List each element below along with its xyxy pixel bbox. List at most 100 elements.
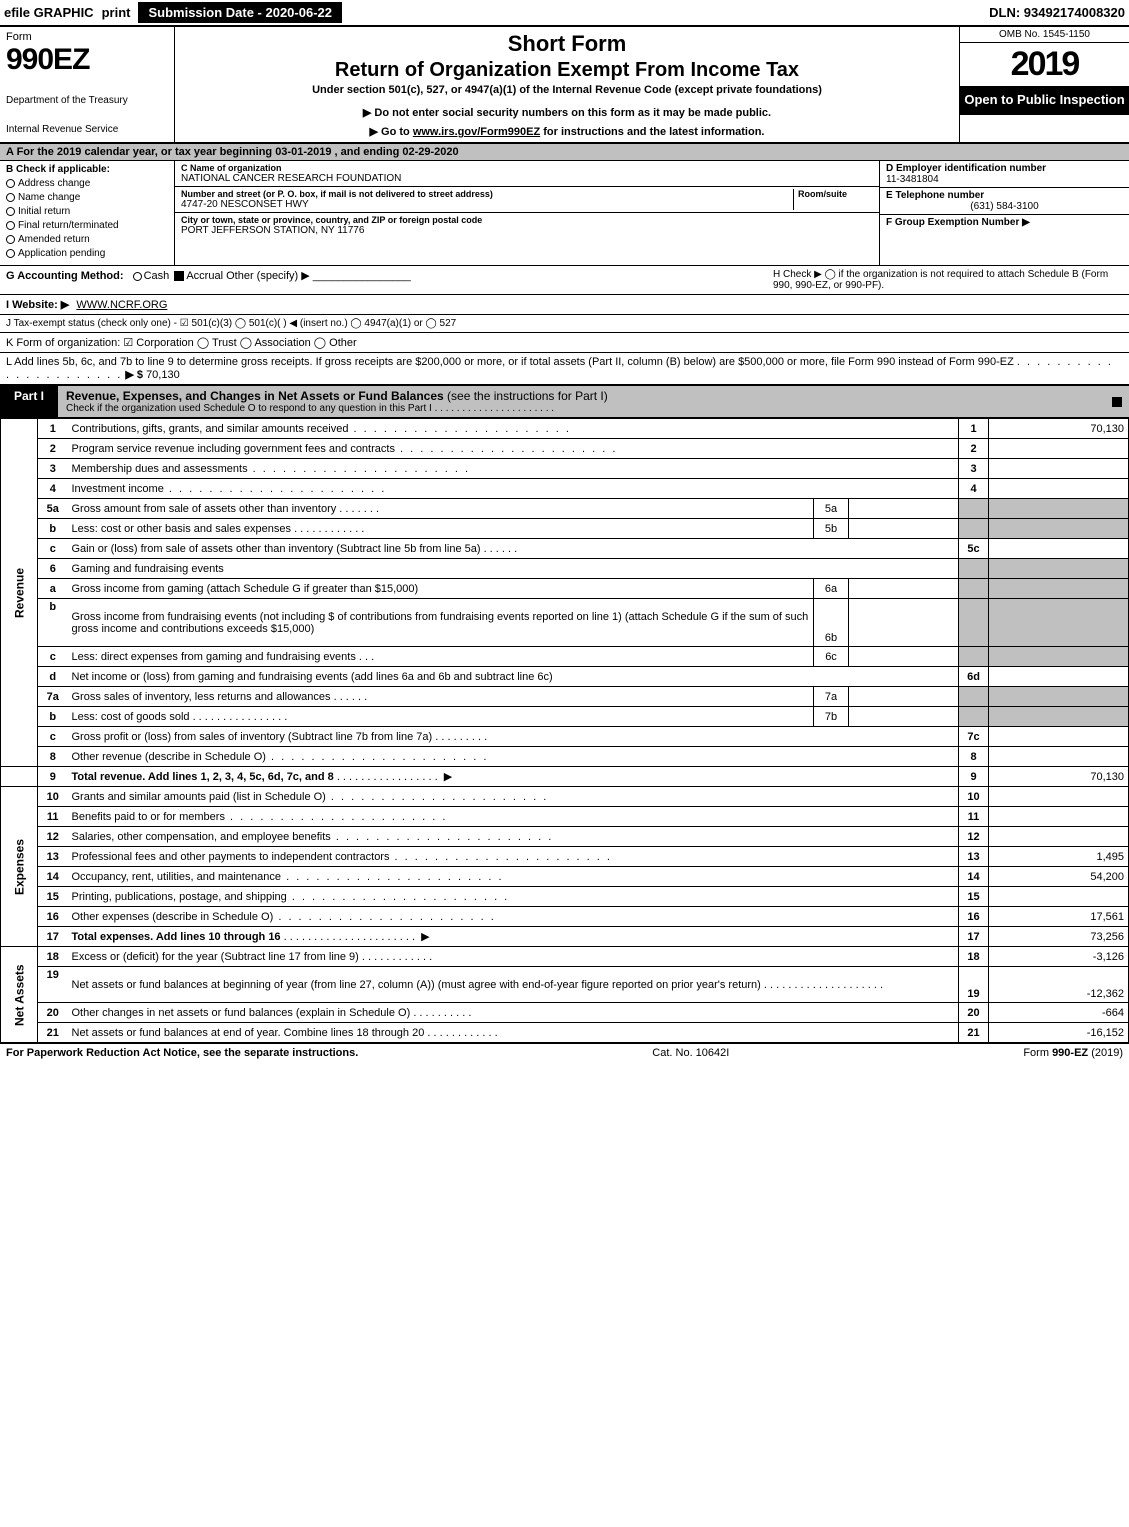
group-exemption-label: F Group Exemption Number ▶ — [886, 217, 1030, 228]
line-h: H Check ▶ ◯ if the organization is not r… — [773, 269, 1123, 291]
circle-icon — [6, 249, 15, 258]
amt-21: -16,152 — [989, 1023, 1129, 1043]
amt-9: 70,130 — [989, 767, 1129, 787]
header-right: OMB No. 1545-1150 2019 Open to Public In… — [959, 27, 1129, 142]
irs-link[interactable]: www.irs.gov/Form990EZ — [413, 126, 540, 138]
dept-treasury: Department of the Treasury — [6, 95, 168, 106]
row-6c: c Less: direct expenses from gaming and … — [1, 647, 1129, 667]
form-header: Form 990EZ Department of the Treasury In… — [0, 27, 1129, 144]
row-3: 3 Membership dues and assessments 3 — [1, 459, 1129, 479]
row-16: 16 Other expenses (describe in Schedule … — [1, 907, 1129, 927]
part-1-sub: Check if the organization used Schedule … — [66, 403, 1097, 414]
footer-mid: Cat. No. 10642I — [358, 1047, 1023, 1059]
org-name-label: C Name of organization — [181, 163, 873, 173]
side-revenue: Revenue — [1, 419, 38, 767]
lines-ghijkl: G Accounting Method: Cash Accrual Other … — [0, 266, 1129, 385]
part-1-tab: Part I — [0, 386, 58, 417]
circle-icon — [6, 193, 15, 202]
line-a-tax-year: A For the 2019 calendar year, or tax yea… — [0, 144, 1129, 161]
room-label: Room/suite — [798, 189, 873, 199]
dept-irs: Internal Revenue Service — [6, 124, 168, 135]
row-6: 6 Gaming and fundraising events — [1, 559, 1129, 579]
public-inspection: Open to Public Inspection — [960, 86, 1129, 115]
line-j: J Tax-exempt status (check only one) - ☑… — [0, 315, 1129, 333]
amt-19: -12,362 — [989, 967, 1129, 1003]
tax-year: 2019 — [960, 43, 1129, 86]
opt-address-change[interactable]: Address change — [6, 178, 168, 189]
checkbox-accrual[interactable] — [174, 271, 184, 281]
ssn-warning: ▶ Do not enter social security numbers o… — [185, 106, 949, 119]
top-bar: efile GRAPHIC print Submission Date - 20… — [0, 0, 1129, 27]
row-7b: b Less: cost of goods sold . . . . . . .… — [1, 707, 1129, 727]
opt-amended-return[interactable]: Amended return — [6, 234, 168, 245]
line-l-amount-label: ▶ $ — [125, 369, 143, 381]
phone-row: E Telephone number (631) 584-3100 — [880, 188, 1129, 215]
line-i: I Website: ▶ WWW.NCRF.ORG — [0, 295, 1129, 315]
row-2: 2 Program service revenue including gove… — [1, 439, 1129, 459]
opt-application-pending[interactable]: Application pending — [6, 248, 168, 259]
row-18: Net Assets 18 Excess or (deficit) for th… — [1, 947, 1129, 967]
footer-right: Form 990-EZ (2019) — [1023, 1047, 1123, 1059]
opt-final-return[interactable]: Final return/terminated — [6, 220, 168, 231]
line-l-text: L Add lines 5b, 6c, and 7b to line 9 to … — [6, 356, 1014, 368]
efile-label: efile GRAPHIC — [4, 5, 94, 20]
header-left: Form 990EZ Department of the Treasury In… — [0, 27, 175, 142]
amt-13: 1,495 — [989, 847, 1129, 867]
ein-val: 11-3481804 — [886, 174, 1123, 185]
row-5b: b Less: cost or other basis and sales ex… — [1, 519, 1129, 539]
street-row: Number and street (or P. O. box, if mail… — [175, 187, 879, 213]
row-20: 20 Other changes in net assets or fund b… — [1, 1003, 1129, 1023]
amt-17: 73,256 — [989, 927, 1129, 947]
schedule-o-checkbox[interactable] — [1105, 386, 1129, 417]
amt-18: -3,126 — [989, 947, 1129, 967]
opt-initial-return[interactable]: Initial return — [6, 206, 168, 217]
row-15: 15 Printing, publications, postage, and … — [1, 887, 1129, 907]
row-6a: a Gross income from gaming (attach Sched… — [1, 579, 1129, 599]
footer-left: For Paperwork Reduction Act Notice, see … — [6, 1047, 358, 1059]
title-return: Return of Organization Exempt From Incom… — [185, 59, 949, 82]
row-21: 21 Net assets or fund balances at end of… — [1, 1023, 1129, 1043]
row-1: Revenue 1 Contributions, gifts, grants, … — [1, 419, 1129, 439]
print-button[interactable]: print — [102, 5, 131, 20]
circle-icon — [6, 235, 15, 244]
form-number: 990EZ — [6, 43, 168, 77]
side-netassets: Net Assets — [1, 947, 38, 1043]
opt-name-change[interactable]: Name change — [6, 192, 168, 203]
city-row: City or town, state or province, country… — [175, 213, 879, 238]
radio-cash[interactable] — [133, 272, 142, 281]
row-6b: b Gross income from fundraising events (… — [1, 599, 1129, 647]
form-label: Form — [6, 31, 168, 43]
line-k: K Form of organization: ☑ Corporation ◯ … — [0, 333, 1129, 353]
link-pre: ▶ Go to — [370, 126, 413, 138]
section-def: D Employer identification number 11-3481… — [879, 161, 1129, 265]
part-1-header: Part I Revenue, Expenses, and Changes in… — [0, 385, 1129, 418]
website-val[interactable]: WWW.NCRF.ORG — [76, 299, 167, 311]
circle-icon — [6, 221, 15, 230]
row-7a: 7a Gross sales of inventory, less return… — [1, 687, 1129, 707]
row-5a: 5a Gross amount from sale of assets othe… — [1, 499, 1129, 519]
row-14: 14 Occupancy, rent, utilities, and maint… — [1, 867, 1129, 887]
org-name: NATIONAL CANCER RESEARCH FOUNDATION — [181, 173, 873, 184]
city-val: PORT JEFFERSON STATION, NY 11776 — [181, 225, 873, 236]
row-5c: c Gain or (loss) from sale of assets oth… — [1, 539, 1129, 559]
row-17: 17 Total expenses. Add lines 10 through … — [1, 927, 1129, 947]
row-8: 8 Other revenue (describe in Schedule O)… — [1, 747, 1129, 767]
row-12: 12 Salaries, other compensation, and emp… — [1, 827, 1129, 847]
street-val: 4747-20 NESCONSET HWY — [181, 199, 793, 210]
row-11: 11 Benefits paid to or for members 11 — [1, 807, 1129, 827]
amt-16: 17,561 — [989, 907, 1129, 927]
circle-icon — [6, 179, 15, 188]
group-exemption-row: F Group Exemption Number ▶ — [880, 215, 1129, 230]
subtitle: Under section 501(c), 527, or 4947(a)(1)… — [185, 84, 949, 96]
row-7c: c Gross profit or (loss) from sales of i… — [1, 727, 1129, 747]
title-short-form: Short Form — [185, 31, 949, 57]
org-info-block: B Check if applicable: Address change Na… — [0, 161, 1129, 266]
street-label: Number and street (or P. O. box, if mail… — [181, 189, 793, 199]
amt-20: -664 — [989, 1003, 1129, 1023]
section-b-checklist: B Check if applicable: Address change Na… — [0, 161, 175, 265]
side-expenses: Expenses — [1, 787, 38, 947]
link-post: for instructions and the latest informat… — [540, 126, 764, 138]
amt-14: 54,200 — [989, 867, 1129, 887]
ein-row: D Employer identification number 11-3481… — [880, 161, 1129, 188]
part-1-table: Revenue 1 Contributions, gifts, grants, … — [0, 418, 1129, 1043]
